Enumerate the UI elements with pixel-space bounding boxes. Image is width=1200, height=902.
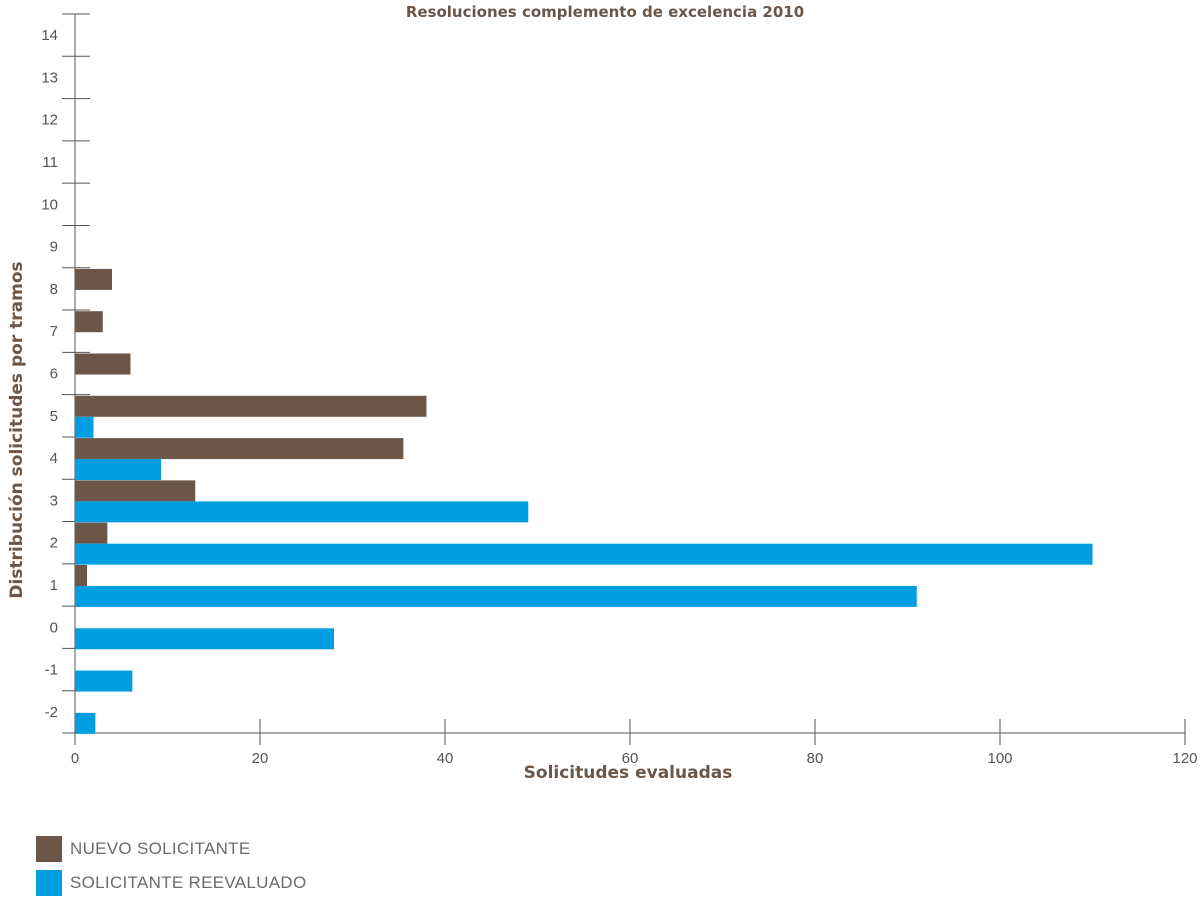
bar-nuevo-8 bbox=[75, 268, 112, 290]
y-tick-label: 0 bbox=[50, 619, 58, 636]
bar-nuevo-1 bbox=[75, 564, 88, 586]
y-tick-label: 8 bbox=[50, 281, 58, 298]
y-tick-label: -1 bbox=[45, 662, 58, 679]
legend-swatch-reevaluado bbox=[36, 870, 62, 896]
bar-reevaluado--1 bbox=[75, 670, 133, 692]
x-tick-label: 60 bbox=[622, 750, 639, 767]
legend-item-nuevo: NUEVO SOLICITANTE bbox=[36, 834, 306, 864]
legend: NUEVO SOLICITANTE SOLICITANTE REEVALUADO bbox=[36, 834, 306, 902]
legend-item-reevaluado: SOLICITANTE REEVALUADO bbox=[36, 868, 306, 898]
y-tick-label: 6 bbox=[50, 366, 58, 383]
bar-reevaluado-3 bbox=[75, 501, 529, 523]
bar-nuevo-2 bbox=[75, 522, 108, 544]
bar-nuevo-7 bbox=[75, 311, 103, 333]
bar-reevaluado-0 bbox=[75, 628, 334, 650]
chart-title: Resoluciones complemento de excelencia 2… bbox=[406, 3, 804, 21]
legend-label-reevaluado: SOLICITANTE REEVALUADO bbox=[70, 873, 307, 892]
bar-reevaluado--2 bbox=[75, 712, 96, 734]
bar-reevaluado-5 bbox=[75, 416, 94, 438]
y-tick-label: 2 bbox=[50, 535, 58, 552]
y-tick-label: 4 bbox=[50, 450, 58, 467]
bar-reevaluado-2 bbox=[75, 543, 1093, 565]
y-tick-label: 14 bbox=[41, 27, 58, 44]
bar-nuevo-4 bbox=[75, 438, 404, 460]
bar-nuevo-3 bbox=[75, 480, 196, 502]
y-tick-label: 12 bbox=[41, 112, 58, 129]
y-tick-label: -2 bbox=[45, 704, 58, 721]
y-tick-label: 13 bbox=[41, 69, 58, 86]
y-axis-title: Distribución solicitudes por tramos bbox=[7, 261, 27, 598]
bar-nuevo-6 bbox=[75, 353, 131, 375]
x-tick-label: 40 bbox=[437, 750, 454, 767]
y-tick-label: 1 bbox=[50, 577, 58, 594]
bar-reevaluado-1 bbox=[75, 585, 917, 607]
x-axis-title: Solicitudes evaluadas bbox=[524, 763, 733, 783]
legend-swatch-nuevo bbox=[36, 836, 62, 862]
y-tick-label: 5 bbox=[50, 408, 58, 425]
y-tick-label: 9 bbox=[50, 239, 58, 256]
x-tick-label: 80 bbox=[807, 750, 824, 767]
y-tick-label: 11 bbox=[42, 154, 58, 171]
y-tick-label: 10 bbox=[41, 196, 58, 213]
x-tick-label: 0 bbox=[71, 750, 79, 767]
x-tick-label: 20 bbox=[252, 750, 269, 767]
y-tick-label: 7 bbox=[50, 323, 58, 340]
legend-label-nuevo: NUEVO SOLICITANTE bbox=[70, 839, 251, 858]
bars bbox=[75, 268, 1093, 734]
y-tick-label: 3 bbox=[50, 492, 58, 509]
x-tick-label: 100 bbox=[987, 750, 1012, 767]
bar-nuevo-5 bbox=[75, 395, 427, 417]
x-tick-label: 120 bbox=[1172, 750, 1197, 767]
bar-reevaluado-4 bbox=[75, 459, 162, 481]
chart: Resoluciones complemento de excelencia 2… bbox=[7, 3, 1198, 783]
